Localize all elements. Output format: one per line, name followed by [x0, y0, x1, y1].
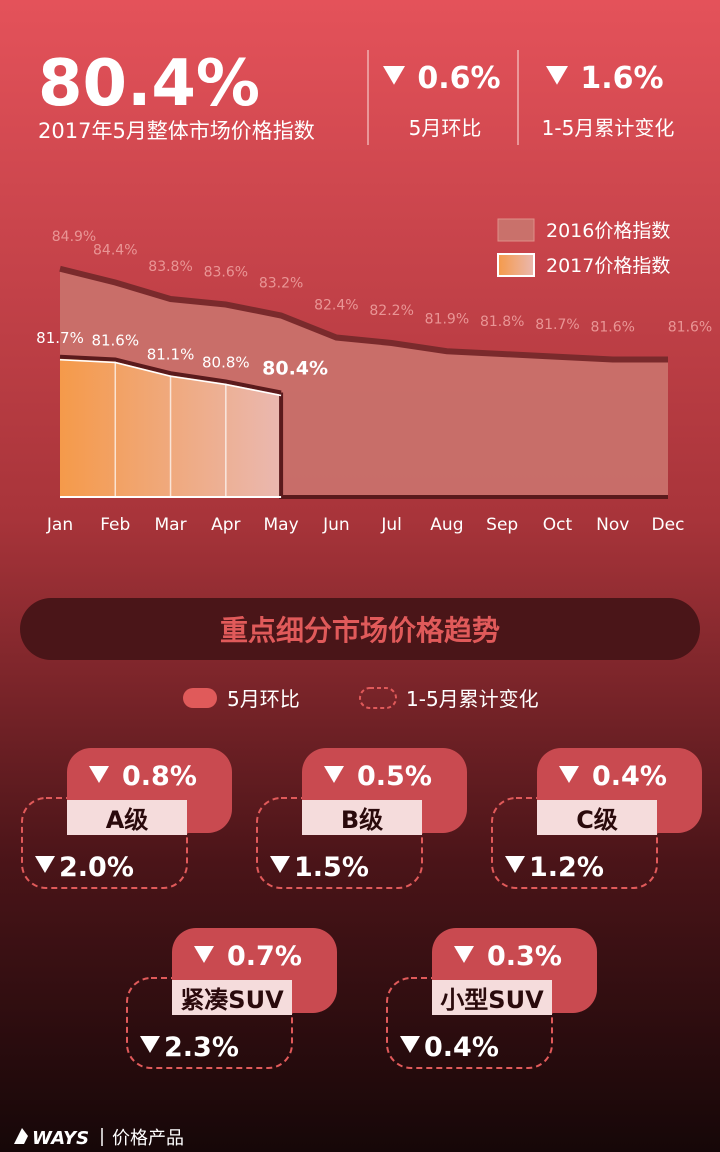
logo-icon [14, 1128, 28, 1144]
data-label-2016: 81.6% [590, 320, 634, 336]
data-label-2016: 83.2% [259, 276, 303, 292]
data-label-2017: 80.4% [262, 358, 328, 380]
name-box [302, 800, 422, 835]
data-label-2016: 81.8% [480, 314, 524, 330]
mom-value: 0.7% [227, 941, 302, 972]
data-label-2017: 81.6% [91, 332, 139, 350]
segments: A级 0.8% 2.0% B级 0.5% 1.5% C级 0.4% 1.2% 紧凑SUV 0.7% 2… [21, 748, 702, 1069]
x-tick-label: Sep [486, 515, 518, 535]
headline-value: 80.4% [38, 47, 260, 121]
data-label-2016: 81.6% [668, 320, 712, 336]
x-tick-label: Dec [652, 515, 685, 535]
legend-label: 2017价格指数 [546, 255, 670, 277]
headline-label: 2017年5月整体市场价格指数 [38, 119, 315, 143]
kpi-value: 1.6% [580, 61, 663, 96]
segment-name: 小型SUV [440, 986, 544, 1014]
x-tick-label: Mar [155, 515, 187, 535]
down-triangle [505, 856, 525, 873]
kpi-label: 1-5月累计变化 [542, 116, 675, 140]
x-tick-label: Jul [380, 515, 402, 535]
kpi-value: 0.6% [417, 61, 500, 96]
section-title: 重点细分市场价格趋势 [220, 614, 500, 647]
data-label-2017: 80.8% [202, 354, 250, 372]
segment-name: 紧凑SUV [180, 986, 284, 1014]
mom-value: 0.5% [357, 761, 432, 792]
cumulative-value: 2.0% [59, 852, 134, 883]
cumulative-box [491, 797, 658, 889]
data-label-2016: 84.4% [93, 243, 137, 259]
data-label-2016: 82.4% [314, 298, 358, 314]
x-tick-label: Nov [596, 515, 629, 535]
chart: 84.9%84.4% 83.8% 83.6% 83.2% 82.4% 82.2% 81.9%… [36, 218, 712, 535]
data-label-2017: 81.1% [147, 345, 195, 363]
brand: WAYS [32, 1128, 89, 1149]
down-triangle [140, 1036, 160, 1053]
data-label-2017: 81.7% [36, 329, 84, 347]
name-box [537, 800, 657, 835]
down-triangle [324, 766, 344, 783]
cumulative-box [386, 977, 553, 1069]
baseline [279, 392, 668, 499]
data-label-2016: 81.9% [425, 311, 469, 327]
legend-label: 5月环比 [227, 687, 300, 711]
down-triangle [270, 856, 290, 873]
mom-value: 0.4% [592, 761, 667, 792]
data-label-2016: 83.6% [204, 265, 248, 281]
section-bar [20, 598, 700, 660]
data-label-2016: 84.9% [52, 229, 96, 245]
line-2017 [59, 354, 282, 395]
x-tick-label: Oct [543, 515, 573, 535]
down-triangle [546, 66, 568, 85]
data-label-2016: 82.2% [369, 303, 413, 319]
legend-swatch [497, 253, 535, 277]
cumulative-value: 0.4% [424, 1032, 499, 1063]
x-tick-label: Jan [46, 515, 73, 535]
x-tick-label: Feb [100, 515, 130, 535]
name-box [172, 980, 292, 1015]
legend-swatch [359, 687, 397, 709]
legend-swatch [183, 688, 217, 708]
data-label-2016: 83.8% [148, 259, 192, 275]
x-tick-label: Aug [430, 515, 463, 535]
down-triangle [194, 946, 214, 963]
product: 价格产品 [112, 1128, 184, 1149]
mom-value: 0.8% [122, 761, 197, 792]
mom-value: 0.3% [487, 941, 562, 972]
down-triangle [89, 766, 109, 783]
line-2017-edge [59, 359, 282, 397]
x-tick-label: May [264, 515, 299, 535]
x-tick-label: Apr [211, 515, 240, 535]
down-triangle [559, 766, 579, 783]
kpi-label: 5月环比 [409, 116, 482, 140]
down-triangle [454, 946, 474, 963]
x-tick-label: Jun [322, 515, 350, 535]
segment-name: C级 [576, 806, 618, 834]
down-triangle [400, 1036, 420, 1053]
segment-name: B级 [341, 806, 383, 834]
name-box [432, 980, 552, 1015]
legend-swatch [497, 218, 535, 242]
down-triangle [35, 856, 55, 873]
cumulative-value: 2.3% [164, 1032, 239, 1063]
cumulative-box [21, 797, 188, 889]
data-label-2016: 81.7% [535, 317, 579, 333]
cumulative-box [256, 797, 423, 889]
segment-name: A级 [106, 806, 149, 834]
cumulative-value: 1.5% [294, 852, 369, 883]
name-box [67, 800, 187, 835]
down-triangle [383, 66, 405, 85]
line-2016 [59, 265, 668, 363]
legend-label: 2016价格指数 [546, 220, 670, 242]
cumulative-box [126, 977, 293, 1069]
cumulative-value: 1.2% [529, 852, 604, 883]
legend-label: 1-5月累计变化 [406, 687, 539, 711]
